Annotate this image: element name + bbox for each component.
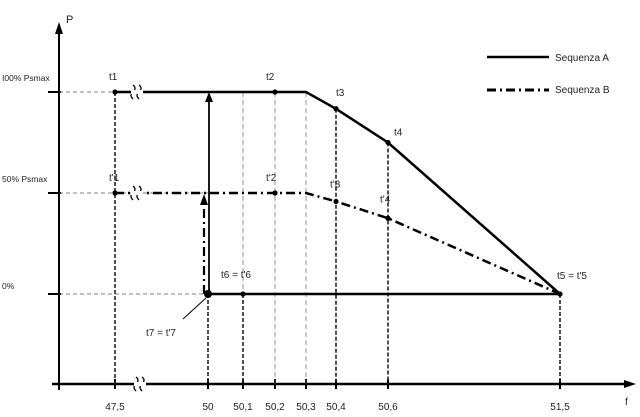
t7-leader-line [182,297,207,320]
x-tick-label: 50,3 [296,402,316,413]
x-axis-label: f [625,397,628,408]
data-point [240,291,246,297]
y-axis-label: P [66,14,73,26]
x-tick-label: 47,5 [105,402,125,413]
point-label: t5 = t'5 [557,271,587,282]
data-point [557,291,563,297]
y-tick-label: 50% Psmax [2,174,48,184]
legend-label-series-b: Sequenza B [555,85,610,96]
point-label: t'4 [380,194,391,205]
data-point [333,106,339,112]
point-label: t1 [109,72,118,83]
data-point [385,215,391,221]
x-tick-label: 51,5 [550,402,570,413]
data-point [112,89,118,95]
point-label: t4 [394,128,403,139]
x-tick-label: 50,1 [233,402,253,413]
data-point [385,139,391,146]
point-label: t'3 [330,179,341,190]
series-a-line [115,90,561,295]
data-point [272,89,278,95]
legend-label-series-a: Sequenza A [555,53,609,64]
point-label: t3 [336,88,345,99]
arrowhead-icon [200,194,208,205]
point-label: t2 [266,72,275,83]
data-point [272,190,278,196]
data-point [204,290,212,298]
y-tick-label: I00% Psmax [2,73,50,83]
point-label: t7 = t'7 [146,328,176,339]
y-tick-label: 0% [2,281,15,291]
axis-break-gap [134,382,146,386]
axis-break-gap [131,90,143,94]
point-label: t6 = t'6 [221,270,251,281]
series-b-line [115,191,561,296]
x-tick-label: 50,6 [378,402,398,413]
x-tick-label: 50,2 [265,402,285,413]
axis-break-gap [131,191,143,195]
x-tick-label: 50,4 [326,402,346,413]
x-axis-arrow-icon [624,380,636,388]
arrowhead-icon [205,92,213,102]
y-axis-arrow-icon [55,22,63,34]
data-point [112,190,118,196]
point-label: t'2 [266,173,277,184]
point-label: t'1 [109,173,120,184]
data-point [333,198,339,205]
x-tick-label: 50 [202,402,214,413]
